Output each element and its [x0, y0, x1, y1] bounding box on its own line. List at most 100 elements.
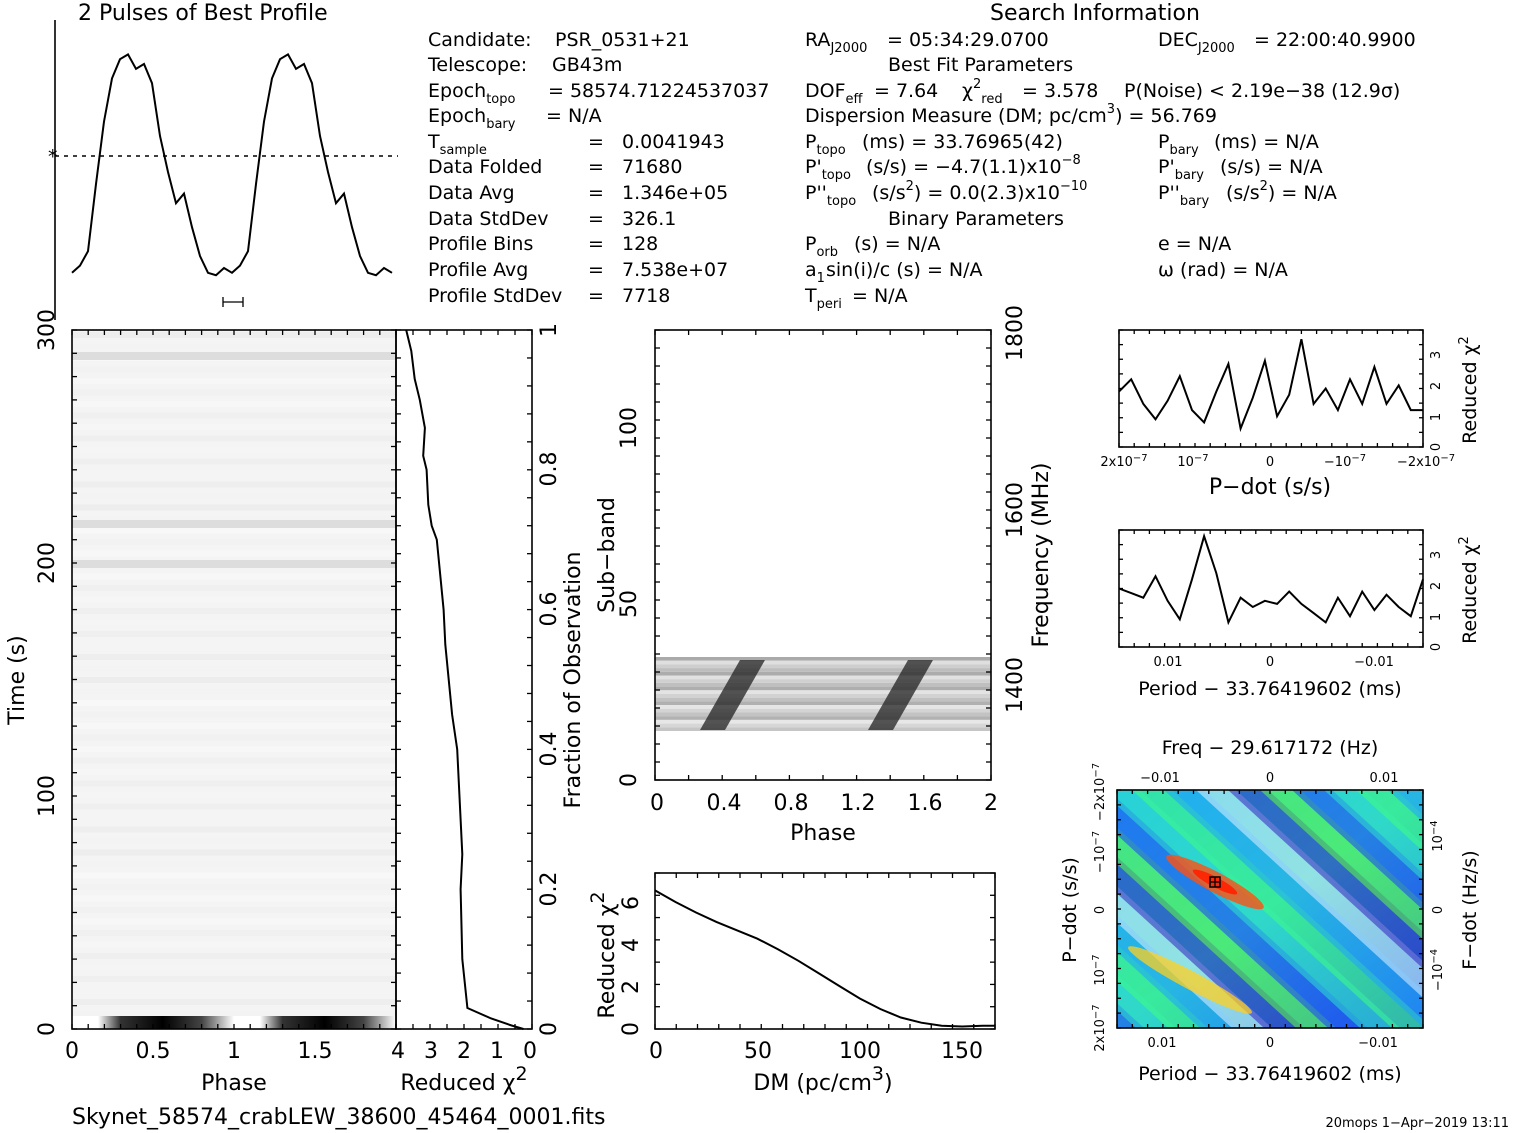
p-noise-value: P(Noise) < 2.19e−38 (12.9σ): [1124, 80, 1400, 102]
chi2-red-label: χ2red: [962, 77, 1003, 107]
dm-xlabel: DM (pc/cm3): [753, 1063, 892, 1096]
tc-ytick-5: 1: [537, 323, 562, 337]
pd-xtick-1: 10−7: [1177, 453, 1208, 470]
subband-row: [655, 657, 991, 661]
time-phase-stripe: [72, 619, 396, 626]
dm-ytick-3: 6: [619, 896, 644, 910]
profile-avg-value: 7.538e+07: [622, 259, 728, 281]
pp-xtick-0: 0.01: [1148, 1036, 1177, 1051]
pp-ytick-4: −2x10−7: [1091, 763, 1108, 821]
contour-band: [1484, 790, 1513, 1028]
contour-band: [1196, 790, 1423, 998]
subband-row: [655, 690, 991, 694]
time-phase-stripe: [72, 366, 396, 373]
dm-ytick-0: 0: [619, 1022, 644, 1036]
time-phase-stripe: [72, 352, 396, 360]
p-orb-value: (s) = N/A: [854, 233, 940, 255]
pd-ytick-1: 1: [1429, 413, 1444, 421]
subband-row: [655, 671, 991, 676]
pd-xtick-4: −2x10−7: [1397, 453, 1455, 470]
profile-avg-label: Profile Avg: [428, 259, 528, 281]
time-phase-stripe: [72, 401, 396, 407]
pd-ytick-3: 3: [1429, 351, 1444, 359]
dm-ytick-1: 2: [619, 980, 644, 994]
subband-row: [655, 701, 991, 706]
tc-xtick-2: 2: [457, 1039, 471, 1064]
sb-y2tick-2: 1800: [1003, 305, 1028, 361]
pp-y2tick-0: −10−4: [1429, 949, 1446, 991]
svg-text:=: =: [588, 285, 604, 307]
sb-ytick-1: 50: [617, 590, 642, 618]
dm-line: Dispersion Measure (DM; pc/cm3) = 56.769: [805, 102, 1217, 127]
dm-xtick-3: 150: [941, 1039, 983, 1064]
pd-xtick-0: 2x10−7: [1100, 453, 1147, 470]
p-bary-label: Pbary: [1158, 131, 1199, 158]
dm-chi2-panel: 0 50 100 150 DM (pc/cm3) 0 2 4 6 Reduced…: [587, 872, 996, 1096]
period-pdot-panel: Freq − 29.617172 (Hz) −0.01 0 0.01 0.01 …: [1059, 737, 1513, 1085]
dm-ytick-2: 4: [619, 938, 644, 952]
omega-value: ω (rad) = N/A: [1158, 259, 1288, 281]
time-phase-stripe: [72, 792, 396, 798]
pe-xtick-1: 0: [1266, 655, 1274, 670]
time-phase-stripe: [72, 861, 396, 867]
dof-label: DOFeff: [805, 80, 864, 107]
pdot-chi2-curve: [1118, 338, 1423, 433]
period-xlabel: Period − 33.76419602 (ms): [1138, 678, 1401, 700]
tp-ytick-2: 200: [35, 542, 60, 584]
pdd-bary-label: P''bary: [1158, 182, 1209, 209]
time-phase-stripe: [72, 780, 396, 787]
time-phase-stripe: [72, 769, 396, 775]
sb-ytick-2: 100: [617, 407, 642, 449]
time-phase-stripe: [72, 918, 396, 925]
time-chi2-xlabel: Reduced χ2: [400, 1063, 527, 1096]
time-chi2-curve: [405, 329, 524, 1030]
footer-stamp: 20mops 1−Apr−2019 13:11: [1325, 1116, 1509, 1131]
search-info-header: Search Information: [990, 1, 1200, 26]
time-phase-stripe: [72, 665, 396, 672]
candidate-value: PSR_0531+21: [555, 29, 690, 51]
time-phase-stripe: [72, 585, 396, 591]
pp-y2tick-1: 0: [1431, 906, 1446, 914]
footer-filename: Skynet_58574_crabLEW_38600_45464_0001.fi…: [72, 1105, 605, 1130]
contour-band: [1228, 790, 1423, 969]
profile-stddev-value: 7718: [622, 285, 670, 307]
telescope-label: Telescope:: [427, 54, 527, 76]
subband-row: [655, 675, 991, 680]
tp-ytick-1: 100: [35, 775, 60, 817]
candidate-label: Candidate:: [428, 29, 532, 51]
pp-y2tick-2: 10−4: [1429, 820, 1446, 851]
time-phase-stripe: [72, 527, 396, 534]
dm-ylabel: Reduced χ2: [587, 891, 620, 1018]
time-phase-stripe: [72, 746, 396, 752]
best-fit-header: Best Fit Parameters: [888, 54, 1073, 76]
time-phase-stripe: [72, 907, 396, 913]
tp-xtick-1: 0.5: [136, 1039, 171, 1064]
pp-y2label: F−dot (Hz/s): [1459, 850, 1481, 969]
tc-xtick-0: 4: [391, 1039, 405, 1064]
profile-curve: [71, 53, 393, 277]
epoch-topo-label: Epochtopo: [428, 80, 515, 107]
pp-ylabel: P−dot (s/s): [1059, 857, 1081, 963]
subband-row: [655, 723, 991, 728]
p-topo-value: (ms) = 33.76965(42): [862, 131, 1063, 153]
sb-xtick-5: 2: [984, 791, 998, 816]
data-avg-value: 1.346e+05: [622, 182, 728, 204]
time-phase-stripe: [72, 516, 396, 522]
dm-xtick-0: 0: [649, 1039, 663, 1064]
contour-band: [1324, 790, 1423, 881]
pd-xtick-3: −10−7: [1324, 453, 1366, 470]
time-phase-stripe: [72, 677, 396, 683]
ra-label: RAJ2000: [805, 29, 867, 56]
sb-xtick-2: 0.8: [774, 791, 809, 816]
tsample-label: Tsample: [427, 131, 487, 158]
time-phase-stripe: [72, 631, 396, 637]
profile-stddev-label: Profile StdDev: [428, 285, 562, 307]
dec-label: DECJ2000: [1158, 29, 1235, 56]
tp-ytick-3: 300: [35, 309, 60, 351]
subband-row: [655, 660, 991, 665]
pdd-topo-label: P''topo: [805, 182, 856, 209]
subband-row: [655, 679, 991, 683]
subband-phase-panel: 0 0.4 0.8 1.2 1.6 2 Phase 0 50 100 Sub−b…: [595, 305, 1054, 846]
contour-map: [1117, 790, 1513, 1028]
time-phase-stripe: [72, 654, 396, 660]
